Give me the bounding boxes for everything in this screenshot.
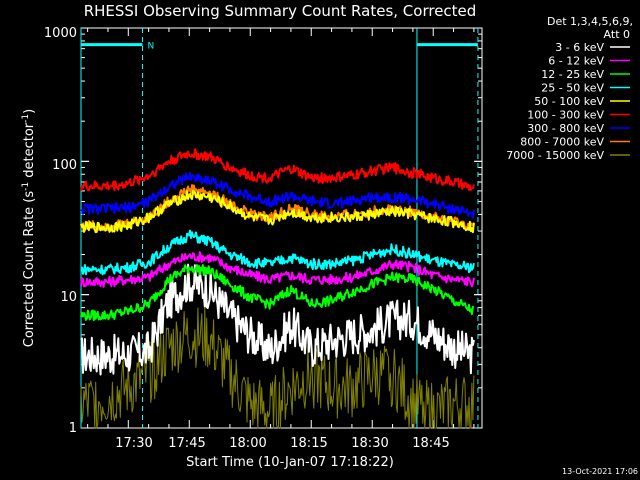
y-tick-label: 100 — [52, 158, 77, 173]
footer-timestamp: 13-Oct-2021 17:06 — [562, 467, 638, 476]
series-line — [80, 263, 475, 376]
x-tick-label: 18:15 — [290, 436, 327, 451]
legend-header-line1: Det 1,3,4,5,6,9, — [547, 15, 633, 28]
series-line — [80, 148, 475, 192]
legend-header-line2: Att 0 — [604, 28, 630, 41]
x-tick-label: 18:00 — [229, 436, 266, 451]
x-tick-label: 18:45 — [412, 436, 449, 451]
plot-frame — [80, 27, 483, 429]
x-tick-label: 17:30 — [115, 436, 152, 451]
legend-label: 300 - 800 keV — [527, 122, 604, 135]
y-tick-label: 1 — [69, 421, 77, 436]
series-layer — [80, 148, 475, 429]
x-tick-label: 17:45 — [168, 436, 205, 451]
y-tick-label: 10 — [60, 290, 77, 305]
series-line — [80, 184, 475, 232]
axis-ticks — [81, 27, 482, 429]
series-line — [80, 171, 475, 219]
x-axis-label: Start Time (10-Jan-07 17:18:22) — [186, 455, 394, 470]
series-line — [80, 264, 475, 322]
legend-label: 800 - 7000 keV — [520, 136, 604, 149]
y-tick-label: 1000 — [44, 26, 77, 41]
night-annotations: N — [80, 28, 479, 428]
legend-label: 100 - 300 keV — [527, 109, 604, 122]
x-tick-label: 18:30 — [351, 436, 388, 451]
chart-title: RHESSI Observing Summary Count Rates, Co… — [84, 2, 477, 20]
y-axis-label: Corrected Count Rate (s-1 detector-1) — [21, 109, 37, 347]
legend-label: 12 - 25 keV — [541, 68, 604, 81]
legend-label: 6 - 12 keV — [548, 55, 604, 68]
legend-label: 50 - 100 keV — [534, 95, 604, 108]
x-tick-labels: 17:30 17:45 18:00 18:15 18:30 18:45 — [115, 436, 449, 451]
series-line — [80, 189, 475, 234]
series-line — [80, 229, 475, 276]
series-line — [80, 251, 475, 288]
legend-label: 3 - 6 keV — [555, 41, 604, 54]
night-marker-label: N — [148, 42, 155, 52]
legend-label: 25 - 50 keV — [541, 82, 604, 95]
legend-label: 7000 - 15000 keV — [506, 149, 604, 162]
